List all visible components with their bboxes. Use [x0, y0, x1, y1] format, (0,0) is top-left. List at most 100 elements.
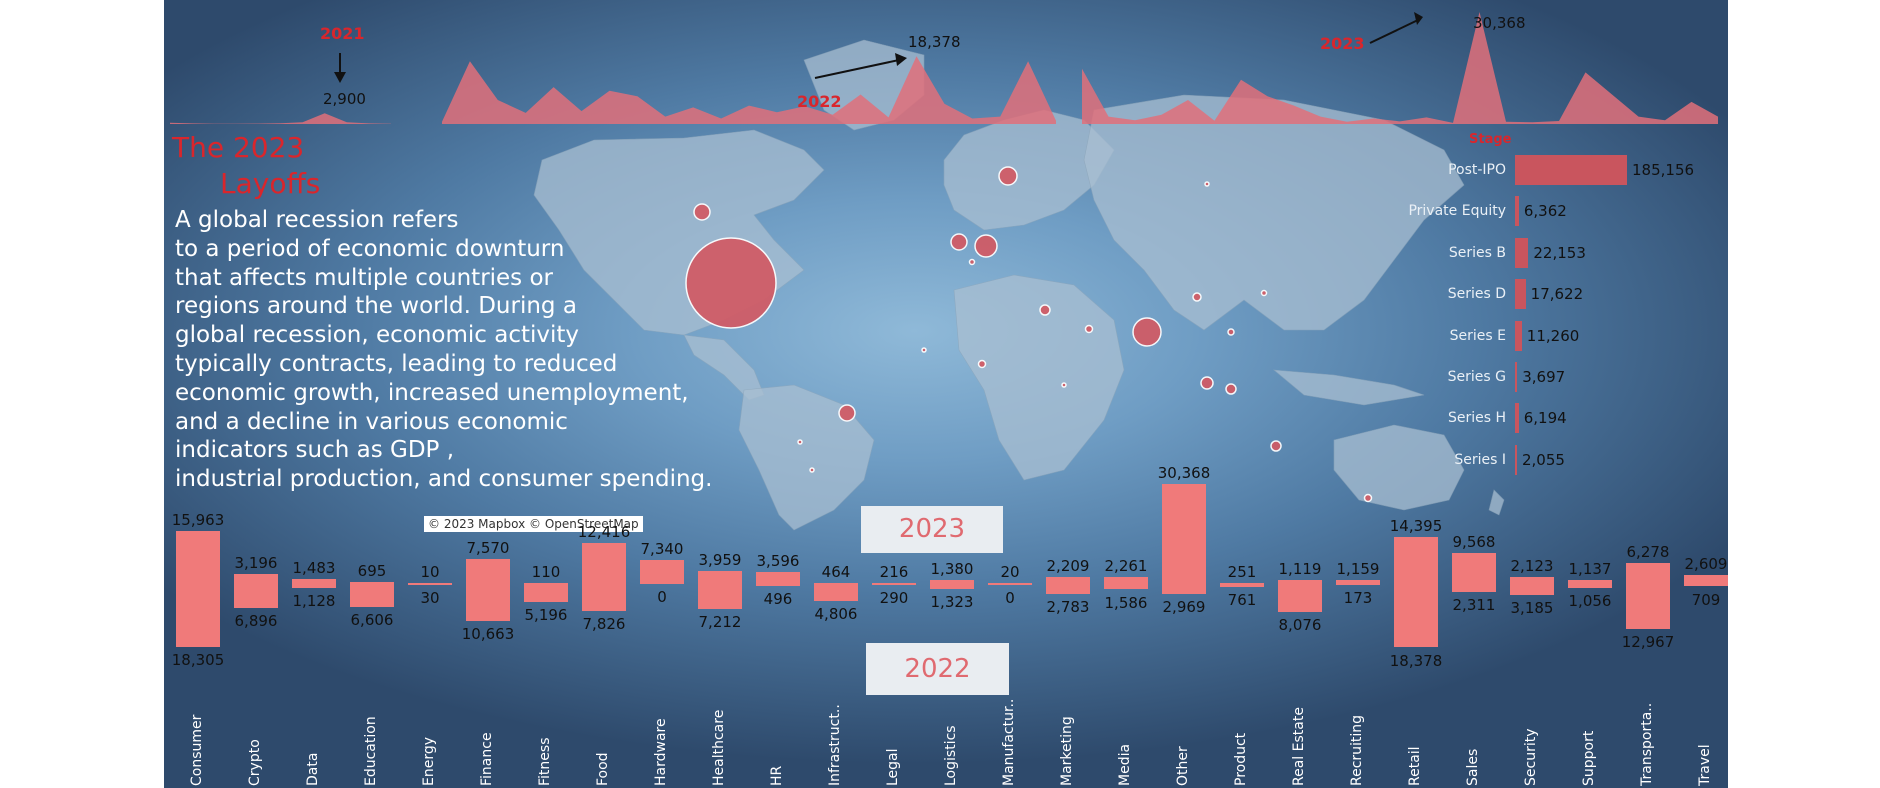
stage-label: Post-IPO	[1448, 162, 1506, 178]
stage-bar[interactable]	[1515, 444, 1517, 475]
industry-label-2022: 496	[763, 589, 793, 608]
stage-bar[interactable]	[1515, 155, 1627, 185]
industry-bar[interactable]	[1394, 536, 1438, 648]
industry-bar[interactable]	[640, 559, 684, 584]
stage-value-label: 2,055	[1522, 450, 1565, 469]
bubble-new-zealand[interactable]	[1363, 493, 1373, 503]
stage-bar[interactable]	[1515, 279, 1526, 310]
bubble-indonesia[interactable]	[1225, 383, 1237, 395]
industry-label-2023: 2,261	[1104, 556, 1148, 575]
bubble-netherlands[interactable]	[968, 258, 976, 266]
industry-label-2022: 18,305	[171, 651, 225, 670]
bubble-small-2[interactable]	[921, 347, 927, 353]
industry-bar[interactable]	[756, 572, 800, 586]
stage-bar[interactable]	[1515, 320, 1522, 351]
industry-bar[interactable]	[1568, 580, 1612, 588]
industry-bar[interactable]	[1452, 552, 1496, 592]
industry-bar[interactable]	[466, 559, 510, 621]
industry-bar[interactable]	[1336, 580, 1380, 585]
industry-category-label: Finance	[479, 732, 495, 786]
industry-category-label: Travel	[1697, 744, 1713, 786]
stage-bar[interactable]	[1515, 362, 1518, 392]
industry-bar[interactable]	[1104, 576, 1148, 590]
new-zealand-land	[1488, 489, 1505, 516]
industry-bar[interactable]	[1162, 484, 1206, 595]
industry-label-2023: 1,380	[930, 559, 974, 578]
timeline-area-2021[interactable]	[170, 113, 391, 124]
australia-land	[1333, 424, 1465, 511]
industry-bar[interactable]	[1278, 580, 1322, 612]
bubble-sweden[interactable]	[998, 166, 1018, 186]
industry-category-label: Marketing	[1059, 716, 1075, 786]
stage-value-label: 11,260	[1526, 326, 1580, 345]
industry-label-2022: 1,056	[1568, 591, 1612, 610]
timeline-area-chart	[170, 12, 1718, 125]
bubble-united-states[interactable]	[685, 237, 777, 329]
world-map[interactable]	[164, 0, 1728, 788]
stage-chart-title: Stage	[1469, 132, 1512, 147]
industry-category-label: Data	[305, 752, 321, 786]
industry-label-2022: 709	[1691, 590, 1721, 609]
bubble-japan[interactable]	[1260, 289, 1268, 297]
map-attribution[interactable]: © 2023 Mapbox © OpenStreetMap	[424, 516, 643, 532]
industry-label-2022: 7,826	[582, 615, 626, 634]
industry-bar[interactable]	[1220, 583, 1264, 587]
bubble-small-1[interactable]	[1204, 181, 1210, 187]
industry-bar[interactable]	[1046, 576, 1090, 594]
industry-bar[interactable]	[698, 571, 742, 609]
industry-label-2023: 7,570	[466, 539, 510, 558]
bubble-israel[interactable]	[1039, 304, 1051, 316]
bubble-china[interactable]	[1192, 292, 1202, 302]
industry-bar[interactable]	[234, 573, 278, 608]
stage-value-label: 17,622	[1530, 285, 1584, 304]
industry-bar[interactable]	[408, 583, 452, 585]
industry-category-label: Manufactur..	[1001, 698, 1017, 786]
industry-bar[interactable]	[930, 579, 974, 589]
south-america-land	[738, 384, 875, 531]
industry-label-2022: 2,783	[1046, 597, 1090, 616]
industry-bar[interactable]	[350, 581, 394, 607]
industry-label-2022: 12,967	[1621, 632, 1675, 651]
bubble-brazil[interactable]	[838, 404, 856, 422]
year-box-bottom[interactable]: 2022	[866, 643, 1009, 695]
industry-category-label: Transporta..	[1639, 702, 1655, 786]
industry-label-2022: 7,212	[698, 612, 742, 631]
bubble-australia[interactable]	[1270, 440, 1282, 452]
bubble-uae[interactable]	[1084, 324, 1094, 334]
industry-bar[interactable]	[872, 583, 916, 585]
industry-bar[interactable]	[1626, 563, 1670, 629]
industry-bar[interactable]	[988, 583, 1032, 585]
bubble-small-4[interactable]	[797, 439, 803, 445]
bubble-germany[interactable]	[974, 234, 998, 258]
industry-label-2023: 110	[531, 563, 561, 581]
africa-land	[953, 274, 1125, 481]
stage-label: Series H	[1447, 410, 1506, 427]
stage-bar[interactable]	[1515, 403, 1519, 434]
industry-bar[interactable]	[582, 543, 626, 611]
bubble-united-kingdom[interactable]	[950, 233, 968, 251]
industry-bar[interactable]	[814, 582, 858, 601]
industry-label-2023: 1,483	[292, 559, 336, 578]
stage-bar[interactable]	[1515, 237, 1529, 268]
industry-category-label: Energy	[421, 736, 437, 786]
industry-bar[interactable]	[1684, 575, 1728, 587]
bubble-india[interactable]	[1132, 317, 1162, 347]
bubble-thailand[interactable]	[1227, 328, 1235, 336]
industry-bar[interactable]	[524, 583, 568, 602]
industry-category-label: Crypto	[247, 739, 263, 786]
industry-category-label: Other	[1175, 746, 1191, 786]
bubble-singapore[interactable]	[1200, 376, 1214, 390]
timeline-area-2022[interactable]	[442, 56, 1056, 125]
industry-bar[interactable]	[292, 579, 336, 588]
industry-bar[interactable]	[1510, 577, 1554, 595]
bubble-small-3[interactable]	[1061, 382, 1067, 388]
industry-bar[interactable]	[176, 531, 220, 648]
timeline-area-2023[interactable]	[1082, 12, 1718, 124]
year-box-top[interactable]: 2023	[861, 506, 1003, 553]
bubble-canada[interactable]	[693, 203, 711, 221]
industry-category-label: HR	[769, 765, 785, 786]
bubble-nigeria[interactable]	[977, 359, 987, 369]
bubble-small-5[interactable]	[809, 467, 815, 473]
industry-category-label: Sales	[1465, 748, 1481, 786]
stage-bar[interactable]	[1515, 196, 1519, 227]
